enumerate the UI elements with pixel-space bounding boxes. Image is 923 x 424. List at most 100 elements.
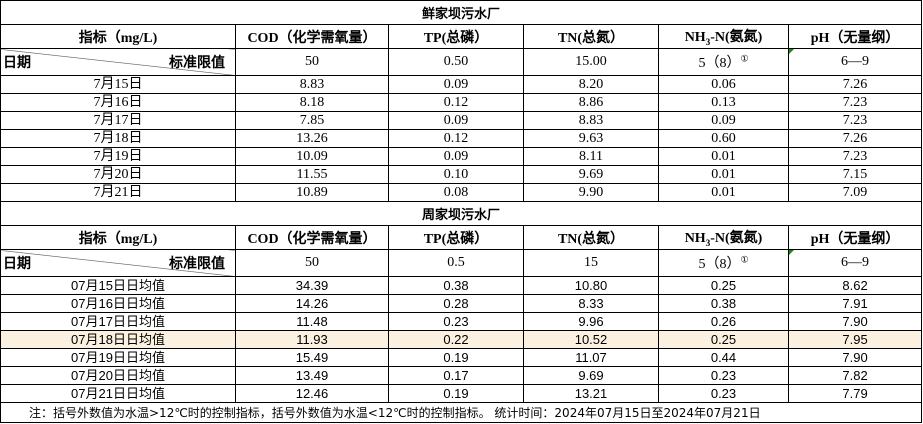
date-cell: 07月15日日均值	[0, 276, 236, 295]
value-cell: 7.91	[787, 294, 923, 313]
value-cell: 7.79	[787, 384, 923, 403]
date-label: 日期	[3, 55, 31, 71]
date-cell: 7月18日	[0, 129, 236, 148]
table-row: 7月17日 7.85 0.09 8.83 0.09 7.23	[0, 111, 923, 130]
value-cell: 8.18	[235, 93, 389, 112]
value-cell: 0.19	[388, 348, 524, 367]
value-cell: 13.49	[235, 366, 389, 385]
header-cell: pH（无量纲）	[787, 225, 923, 250]
value-cell: 7.26	[787, 129, 923, 148]
table-row: 7月18日 13.26 0.12 9.63 0.60 7.26	[0, 129, 923, 148]
table-row: 7月20日 11.55 0.10 9.69 0.01 7.15	[0, 165, 923, 184]
header-cell: TP(总磷）	[388, 225, 524, 250]
value-cell: 0.12	[388, 129, 524, 148]
value-cell: 0.13	[658, 93, 789, 112]
value-cell: 9.96	[523, 312, 659, 331]
value-cell: 0.22	[388, 330, 524, 349]
value-cell: 0.01	[658, 165, 789, 184]
date-cell: 07月16日日均值	[0, 294, 236, 313]
date-label: 日期	[3, 256, 31, 272]
value-cell: 9.90	[523, 183, 659, 202]
date-cell: 7月15日	[0, 75, 236, 94]
plant-title: 鲜家坝污水厂	[0, 0, 923, 25]
header-cell: 指标（mg/L)	[0, 225, 236, 250]
footnote-mark: ①	[740, 254, 749, 265]
value-cell: 0.09	[388, 75, 524, 94]
value-cell: 7.23	[787, 111, 923, 130]
value-cell: 9.69	[523, 165, 659, 184]
footnote-mark: ①	[740, 53, 749, 64]
value-cell: 10.89	[235, 183, 389, 202]
value-cell: 0.19	[388, 384, 524, 403]
value-cell: 0.26	[658, 312, 789, 331]
value-cell: 7.95	[787, 330, 923, 349]
value-cell: 10.09	[235, 147, 389, 166]
value-cell: 7.09	[787, 183, 923, 202]
standard-value: 5（8）①	[658, 48, 789, 76]
standard-value: 15.00	[523, 48, 659, 76]
value-cell: 0.23	[388, 312, 524, 331]
date-cell: 7月20日	[0, 165, 236, 184]
date-cell: 07月21日日均值	[0, 384, 236, 403]
footnote: 注：括号外数值为水温>12℃时的控制指标，括号外数值为水温<12℃时的控制指标。…	[0, 402, 923, 423]
value-cell: 9.63	[523, 129, 659, 148]
value-cell: 0.09	[388, 147, 524, 166]
value-cell: 11.07	[523, 348, 659, 367]
value-cell: 0.23	[658, 366, 789, 385]
value-cell: 9.69	[523, 366, 659, 385]
value-cell: 0.09	[388, 111, 524, 130]
date-cell: 07月17日日均值	[0, 312, 236, 331]
date-cell: 7月21日	[0, 183, 236, 202]
value-cell: 0.38	[658, 294, 789, 313]
plant-title: 周家坝污水厂	[0, 201, 923, 226]
date-cell: 07月19日日均值	[0, 348, 236, 367]
value-cell: 7.82	[787, 366, 923, 385]
date-cell: 07月18日日均值	[0, 330, 236, 349]
value-cell: 11.55	[235, 165, 389, 184]
value-cell: 0.60	[658, 129, 789, 148]
standard-label: 标准限值	[169, 55, 225, 71]
standard-value: 0.50	[388, 48, 524, 76]
date-cell: 07月20日日均值	[0, 366, 236, 385]
value-cell: 8.62	[787, 276, 923, 295]
value-cell: 0.01	[658, 183, 789, 202]
header-cell: pH（无量纲）	[787, 24, 923, 49]
table-row: 07月17日日均值 11.48 0.23 9.96 0.26 7.90	[0, 312, 923, 331]
value-cell: 0.28	[388, 294, 524, 313]
standard-value: 6—9	[787, 249, 923, 277]
value-cell: 0.12	[388, 93, 524, 112]
header-nh3n: NH3-N(氨氮)	[658, 24, 789, 49]
standard-value: 5（8）①	[658, 249, 789, 277]
header-nh3n: NH3-N(氨氮)	[658, 225, 789, 250]
value-cell: 7.85	[235, 111, 389, 130]
date-cell: 7月16日	[0, 93, 236, 112]
value-cell: 0.17	[388, 366, 524, 385]
table-row: 07月18日日均值 11.93 0.22 10.52 0.25 7.95	[0, 330, 923, 349]
table-row: 07月19日日均值 15.49 0.19 11.07 0.44 7.90	[0, 348, 923, 367]
value-cell: 13.21	[523, 384, 659, 403]
value-cell: 0.08	[388, 183, 524, 202]
value-cell: 7.90	[787, 348, 923, 367]
value-cell: 10.80	[523, 276, 659, 295]
table-row: 07月15日日均值 34.39 0.38 10.80 0.25 8.62	[0, 276, 923, 295]
value-cell: 11.48	[235, 312, 389, 331]
value-cell: 13.26	[235, 129, 389, 148]
table-row: 7月15日 8.83 0.09 8.20 0.06 7.26	[0, 75, 923, 94]
header-cell: TP(总磷）	[388, 24, 524, 49]
header-cell: COD（化学需氧量）	[235, 24, 389, 49]
value-cell: 8.83	[523, 111, 659, 130]
standard-value: 15	[523, 249, 659, 277]
value-cell: 15.49	[235, 348, 389, 367]
value-cell: 7.23	[787, 93, 923, 112]
value-cell: 0.44	[658, 348, 789, 367]
date-cell: 7月17日	[0, 111, 236, 130]
value-cell: 7.26	[787, 75, 923, 94]
value-cell: 0.23	[658, 384, 789, 403]
table-row: 07月16日日均值 14.26 0.28 8.33 0.38 7.91	[0, 294, 923, 313]
table-row: 07月20日日均值 13.49 0.17 9.69 0.23 7.82	[0, 366, 923, 385]
value-cell: 10.52	[523, 330, 659, 349]
date-standard-corner: 日期 标准限值	[0, 249, 236, 277]
value-cell: 8.86	[523, 93, 659, 112]
value-cell: 8.11	[523, 147, 659, 166]
